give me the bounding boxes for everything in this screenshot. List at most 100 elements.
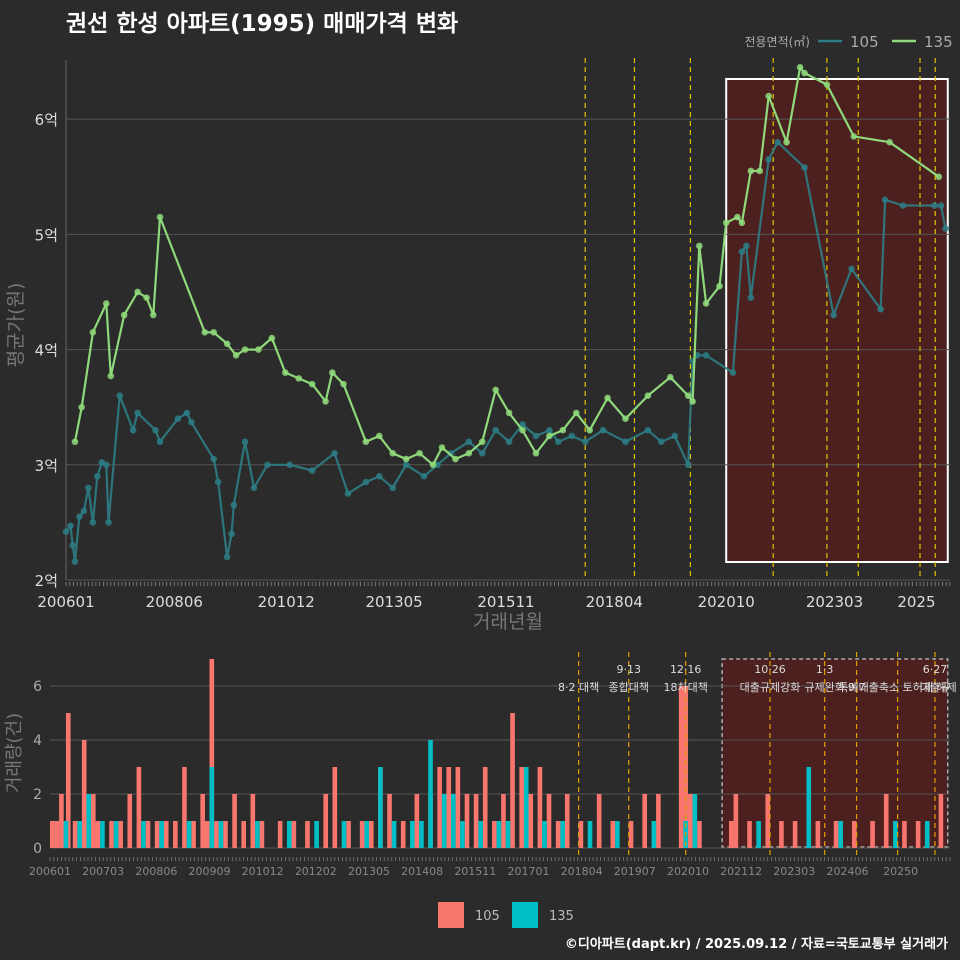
data-point-135: [376, 432, 383, 440]
data-point-135: [241, 346, 249, 353]
volume-bar-135: [893, 821, 898, 848]
x-tick-label: 202303: [806, 593, 863, 611]
policy-name-label: 특례대출축소 토허제 해제: [838, 680, 956, 694]
volume-bar-105: [154, 821, 160, 848]
policy-name-label: 대출규: [920, 681, 950, 694]
volume-bar-105: [446, 767, 452, 848]
data-point-135: [89, 328, 97, 336]
data-point-105: [71, 558, 79, 565]
volume-bar-135: [587, 821, 593, 848]
data-point-105: [519, 421, 526, 428]
data-point-135: [738, 219, 746, 227]
volume-bar-135: [460, 821, 465, 848]
data-point-105: [376, 473, 383, 480]
data-point-105: [80, 507, 88, 515]
data-point-135: [572, 409, 580, 417]
volume-bar-105: [136, 767, 142, 848]
data-point-105: [658, 438, 665, 446]
y-tick-label: 2억: [35, 572, 58, 590]
data-point-135: [329, 369, 336, 376]
data-point-105: [264, 461, 271, 469]
volume-bar-105: [578, 821, 584, 848]
data-point-105: [830, 311, 837, 319]
data-point-105: [152, 426, 159, 434]
data-point-135: [796, 63, 804, 71]
policy-date-label: 10·26: [754, 663, 786, 676]
data-point-135: [201, 328, 209, 336]
volume-legend-swatch-105: [438, 902, 464, 928]
data-point-105: [241, 438, 249, 446]
data-point-105: [568, 432, 576, 440]
data-point-135: [696, 242, 703, 250]
data-point-135: [519, 426, 526, 434]
x-tick-label: 201012: [258, 593, 315, 611]
data-point-105: [581, 438, 589, 446]
data-point-105: [478, 449, 486, 457]
x-tick-label: 201804: [586, 593, 643, 611]
volume-bar-105: [54, 821, 60, 848]
data-point-135: [143, 294, 150, 302]
volume-bar-135: [428, 740, 433, 848]
volume-bar-105: [596, 794, 602, 848]
data-point-105: [210, 455, 218, 463]
data-point-135: [255, 346, 262, 353]
volume-bar-105: [109, 821, 114, 848]
volume-bar-105: [728, 821, 734, 848]
volume-bar-105: [564, 794, 570, 848]
volume-bar-105: [883, 794, 889, 848]
data-point-135: [282, 369, 289, 376]
data-point-135: [308, 380, 316, 388]
data-point-135: [429, 461, 437, 469]
data-point-105: [76, 513, 83, 520]
data-point-105: [622, 438, 629, 446]
volume-bar-105: [305, 821, 310, 848]
volume-x-tick-label: 202010: [667, 865, 709, 878]
volume-y-tick-label: 6: [33, 679, 42, 695]
volume-bar-105: [291, 821, 297, 848]
volume-bar-135: [141, 821, 146, 848]
policy-name-label: 18차대책: [664, 681, 708, 694]
volume-legend-label-105: 105: [475, 909, 500, 924]
data-point-105: [931, 202, 938, 209]
data-point-135: [505, 409, 513, 417]
data-point-105: [774, 138, 781, 146]
volume-bar-105: [72, 821, 78, 848]
volume-bar-105: [628, 821, 634, 848]
data-point-135: [71, 438, 79, 446]
volume-bar-105: [765, 794, 771, 848]
volume-bar-105: [91, 794, 96, 848]
data-point-135: [416, 449, 423, 457]
volume-bar-105: [815, 821, 821, 848]
data-point-135: [120, 311, 128, 319]
y-axis-title: 평균가(원): [5, 283, 27, 368]
volume-bar-105: [163, 821, 169, 848]
volume-bar-135: [341, 821, 347, 848]
volume-bar-105: [852, 821, 857, 848]
data-point-105: [848, 265, 855, 273]
volume-bar-105: [537, 767, 543, 848]
volume-bar-105: [127, 794, 133, 848]
data-point-135: [756, 167, 764, 175]
volume-bar-105: [323, 794, 329, 848]
volume-bar-135: [756, 821, 761, 848]
data-point-135: [747, 167, 755, 175]
data-point-135: [586, 426, 593, 434]
data-point-135: [702, 300, 710, 307]
legend-label-105: 105: [850, 33, 879, 51]
volume-bar-105: [492, 821, 497, 848]
data-point-135: [935, 173, 943, 181]
volume-bar-105: [250, 794, 256, 848]
data-point-135: [689, 398, 696, 405]
data-point-105: [250, 484, 258, 492]
volume-bar-105: [687, 794, 693, 848]
policy-date-label: 1·3: [816, 663, 834, 676]
data-point-105: [69, 542, 77, 549]
volume-bar-105: [277, 821, 283, 848]
volume-bar-105: [501, 794, 506, 848]
data-point-135: [295, 375, 303, 382]
volume-bar-105: [678, 686, 684, 848]
volume-legend-swatch-135: [512, 902, 538, 928]
data-point-135: [78, 403, 85, 411]
data-point-105: [644, 426, 652, 434]
